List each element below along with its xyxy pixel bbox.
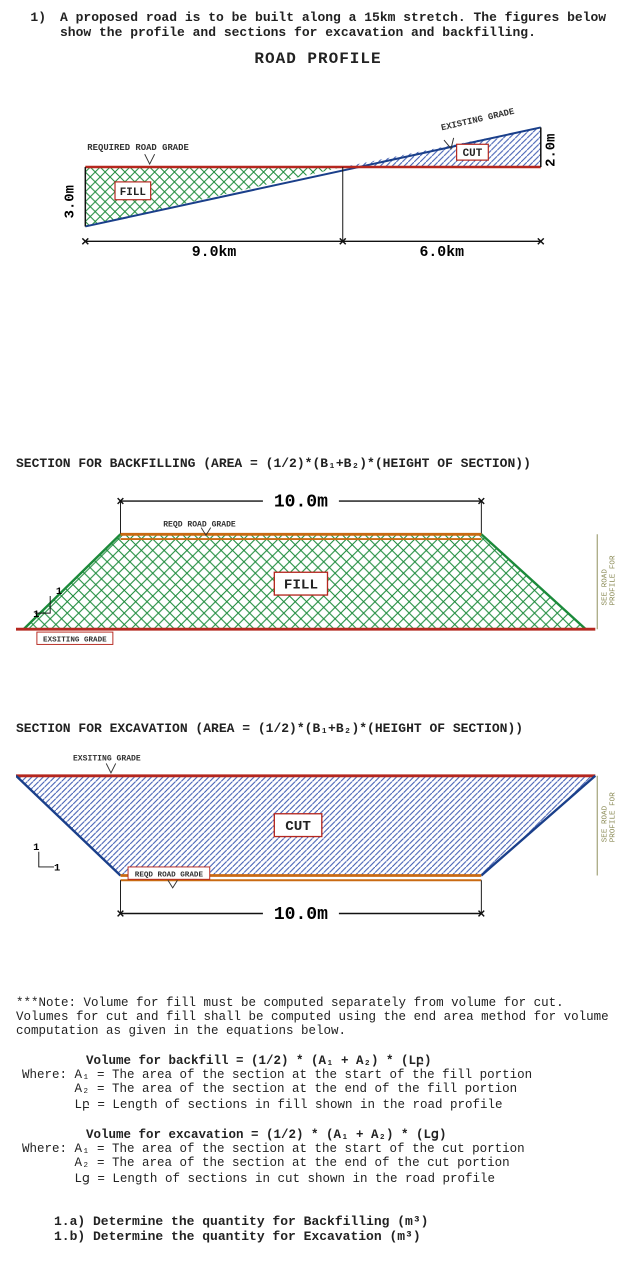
question-text: A proposed road is to be built along a 1…: [60, 10, 620, 40]
cut-label: CUT: [463, 148, 483, 160]
backfill-existing-label: EXSITING GRADE: [43, 637, 107, 645]
dim-2m: 2.0m: [544, 134, 560, 167]
excavation-slope-1b: 1: [54, 863, 60, 875]
backfill-eq-where-2: Lբ = Length of sections in fill shown in…: [22, 1096, 620, 1112]
excavation-existing-label: EXSITING GRADE: [73, 755, 141, 764]
svg-text:PROFILE FOR: PROFILE FOR: [609, 792, 617, 842]
excavation-cut-label: CUT: [285, 819, 311, 835]
backfill-top-dim: 10.0m: [274, 493, 328, 513]
excavation-eq-where-0: Where: A₁ = The area of the section at t…: [22, 1142, 620, 1156]
excavation-eq-title: Volume for excavation = (1/2) * (A₁ + A₂…: [86, 1126, 620, 1142]
required-grade-label: REQUIRED ROAD GRADE: [87, 143, 189, 153]
backfill-slope-1a: 1: [56, 586, 62, 598]
backfill-reqd-label: REQD ROAD GRADE: [163, 521, 236, 530]
tasks-block: 1.a) Determine the quantity for Backfill…: [54, 1214, 620, 1244]
road-profile-title: ROAD PROFILE: [16, 50, 620, 68]
dim-3m: 3.0m: [62, 185, 78, 218]
excavation-bottom-dim: 10.0m: [274, 905, 328, 925]
fill-label: FILL: [120, 187, 146, 199]
question-header: 1) A proposed road is to be built along …: [16, 10, 620, 40]
excavation-reqd-label: REQD ROAD GRADE: [135, 871, 204, 879]
note-text: ***Note: Volume for fill must be compute…: [16, 996, 609, 1038]
excavation-section-diagram: EXSITING GRADE CUT 1 1 REQD ROAD GRADE: [16, 742, 620, 952]
road-profile-diagram: 9.0km 6.0km 3.0m 2.0m REQUIRED ROAD GRAD…: [16, 72, 620, 272]
backfill-fill-label: FILL: [284, 577, 318, 593]
backfill-slope-1b: 1: [33, 609, 39, 621]
excavation-eq-where-2: Lց = Length of sections in cut shown in …: [22, 1170, 620, 1186]
excavation-section-title: SECTION FOR EXCAVATION (AREA = (1/2)*(B₁…: [16, 721, 620, 736]
backfill-section-diagram: 10.0m REQD ROAD GRADE 1 1 FILL EXSITING …: [16, 477, 620, 677]
backfill-equation-block: Volume for backfill = (1/2) * (A₁ + A₂) …: [16, 1052, 620, 1112]
existing-grade-label: EXISTING GRADE: [440, 107, 515, 134]
question-number: 1): [16, 10, 46, 40]
backfill-eq-where-1: A₂ = The area of the section at the end …: [22, 1082, 620, 1096]
backfill-eq-title: Volume for backfill = (1/2) * (A₁ + A₂) …: [86, 1052, 620, 1068]
excavation-eq-where-1: A₂ = The area of the section at the end …: [22, 1156, 620, 1170]
dim-9km: 9.0km: [192, 245, 237, 261]
note-block: ***Note: Volume for fill must be compute…: [16, 996, 620, 1038]
dim-6km: 6.0km: [419, 245, 464, 261]
backfill-section-title: SECTION FOR BACKFILLING (AREA = (1/2)*(B…: [16, 456, 620, 471]
task-a: 1.a) Determine the quantity for Backfill…: [54, 1214, 620, 1229]
excavation-equation-block: Volume for excavation = (1/2) * (A₁ + A₂…: [16, 1126, 620, 1186]
backfill-eq-where-0: Where: A₁ = The area of the section at t…: [22, 1068, 620, 1082]
svg-text:PROFILE FOR: PROFILE FOR: [609, 555, 617, 605]
task-b: 1.b) Determine the quantity for Excavati…: [54, 1229, 620, 1244]
